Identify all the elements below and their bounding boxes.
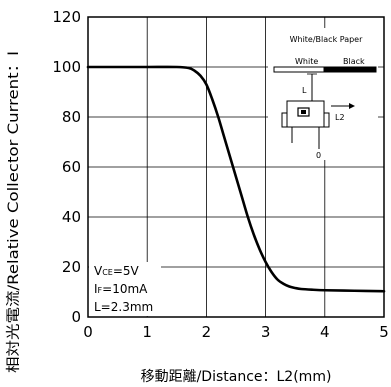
inset-diagram: White/Black Paper White Black L L2 0 [268,28,378,160]
y-tick-label: 20 [62,258,81,276]
x-tick-label: 5 [379,323,389,341]
conditions-annotation: VCE=5V IF=10mA L=2.3mm [89,262,161,316]
y-tick-label: 120 [52,8,81,26]
sensor-flange-right [323,112,330,128]
inset-zero-label: 0 [316,151,321,160]
x-tick-label: 1 [142,323,152,341]
conditions-box [89,262,161,316]
black-paper [323,66,377,73]
white-paper [273,66,325,73]
y-tick-labels: 0 20 40 60 80 100 120 [52,8,81,326]
plot-frame [87,16,385,318]
inset-black-label: Black [343,57,365,66]
l2-arrowhead [349,103,355,109]
inset-background [268,28,378,160]
inset-l-label: L [302,86,307,95]
inset-white-label: White [295,57,318,66]
series-line [86,65,386,293]
x-tick-label: 2 [202,323,212,341]
inset-title: White/Black Paper [290,35,364,44]
y-tick-label: 80 [62,108,81,126]
x-tick-label: 3 [261,323,271,341]
condition-vce: VCE=5V [94,264,140,278]
x-tick-label: 0 [83,323,93,341]
sensor-flange-left [281,112,288,128]
condition-if: IF=10mA [94,282,148,296]
x-axis-label: 移動距離/Distance：L2(mm) [141,368,332,385]
y-tick-label: 60 [62,158,81,176]
condition-l: L=2.3mm [94,300,153,314]
y-tick-label: 40 [62,208,81,226]
y-tick-label: 0 [71,308,81,326]
y-axis-label: 相対光電流/Relative Collector Current：I [6,51,22,373]
x-tick-label: 4 [320,323,330,341]
y-tick-label: 100 [52,58,81,76]
x-tick-labels: 0 1 2 3 4 5 [83,323,389,341]
inset-l2-label: L2 [335,113,345,122]
sensor-element [301,110,306,114]
